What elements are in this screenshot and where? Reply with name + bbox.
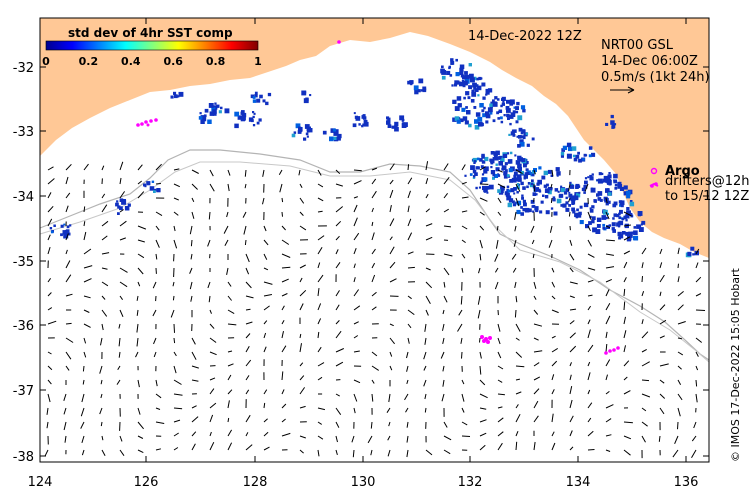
- argo-label: Argo: [665, 164, 700, 179]
- colorbar-tick-label: 0.8: [206, 55, 226, 68]
- y-tick-label: -33: [13, 125, 34, 140]
- scale-arrow-icon: [610, 86, 635, 94]
- colorbar-tick-label: 0: [42, 55, 50, 68]
- credit-text: © IMOS 17-Dec-2022 15:05 Hobart: [729, 267, 742, 462]
- axes: -32 -33 -34 -35 -36 -37 -38 124 126 128 130 132 134 1…: [13, 18, 709, 490]
- x-tick-label: 130: [351, 475, 376, 490]
- land-mass: [40, 18, 709, 258]
- drifters-line-1: drifters@12h: [665, 174, 750, 189]
- y-tick-label: -35: [13, 255, 34, 270]
- argo-legend: Argo drifters@12h to 15/12 12Z: [649, 164, 750, 204]
- y-tick-label: -37: [13, 384, 34, 399]
- x-tick-label: 124: [28, 475, 53, 490]
- argo-tracks: [136, 40, 658, 355]
- x-tick-label: 134: [566, 475, 591, 490]
- colorbar-tick-label: 0.2: [79, 55, 99, 68]
- x-tick-label: 126: [134, 475, 159, 490]
- y-tick-label: -36: [13, 319, 34, 334]
- colorbar-tick-label: 1: [254, 55, 262, 68]
- product-line-1: NRT00 GSL: [601, 38, 674, 53]
- argo-marker-icon: [650, 167, 658, 175]
- colorbar-tick-label: 0.6: [163, 55, 183, 68]
- colorbar-title: std dev of 4hr SST comp: [68, 26, 233, 40]
- x-tick-label: 128: [243, 475, 268, 490]
- product-line-3: 0.5m/s (1kt 24h): [601, 70, 710, 85]
- product-line-2: 14-Dec 06:00Z: [601, 54, 698, 69]
- colorbar-tick-label: 0.4: [121, 55, 141, 68]
- date-title: 14-Dec-2022 12Z: [468, 29, 582, 44]
- plot-frame: [39, 17, 710, 463]
- y-tick-label: -34: [13, 190, 34, 205]
- y-tick-label: -38: [13, 450, 34, 465]
- colorbar: std dev of 4hr SST comp 0 0.2 0.4 0.6 0.8 1: [42, 26, 262, 68]
- x-tick-label: 136: [674, 475, 699, 490]
- sst-std-patches: [49, 58, 699, 258]
- x-tick-label: 132: [458, 475, 483, 490]
- shelf-break-contour: [39, 149, 710, 361]
- current-vectors: [44, 161, 706, 459]
- y-tick-label: -32: [13, 61, 34, 76]
- colorbar-gradient: [45, 40, 259, 51]
